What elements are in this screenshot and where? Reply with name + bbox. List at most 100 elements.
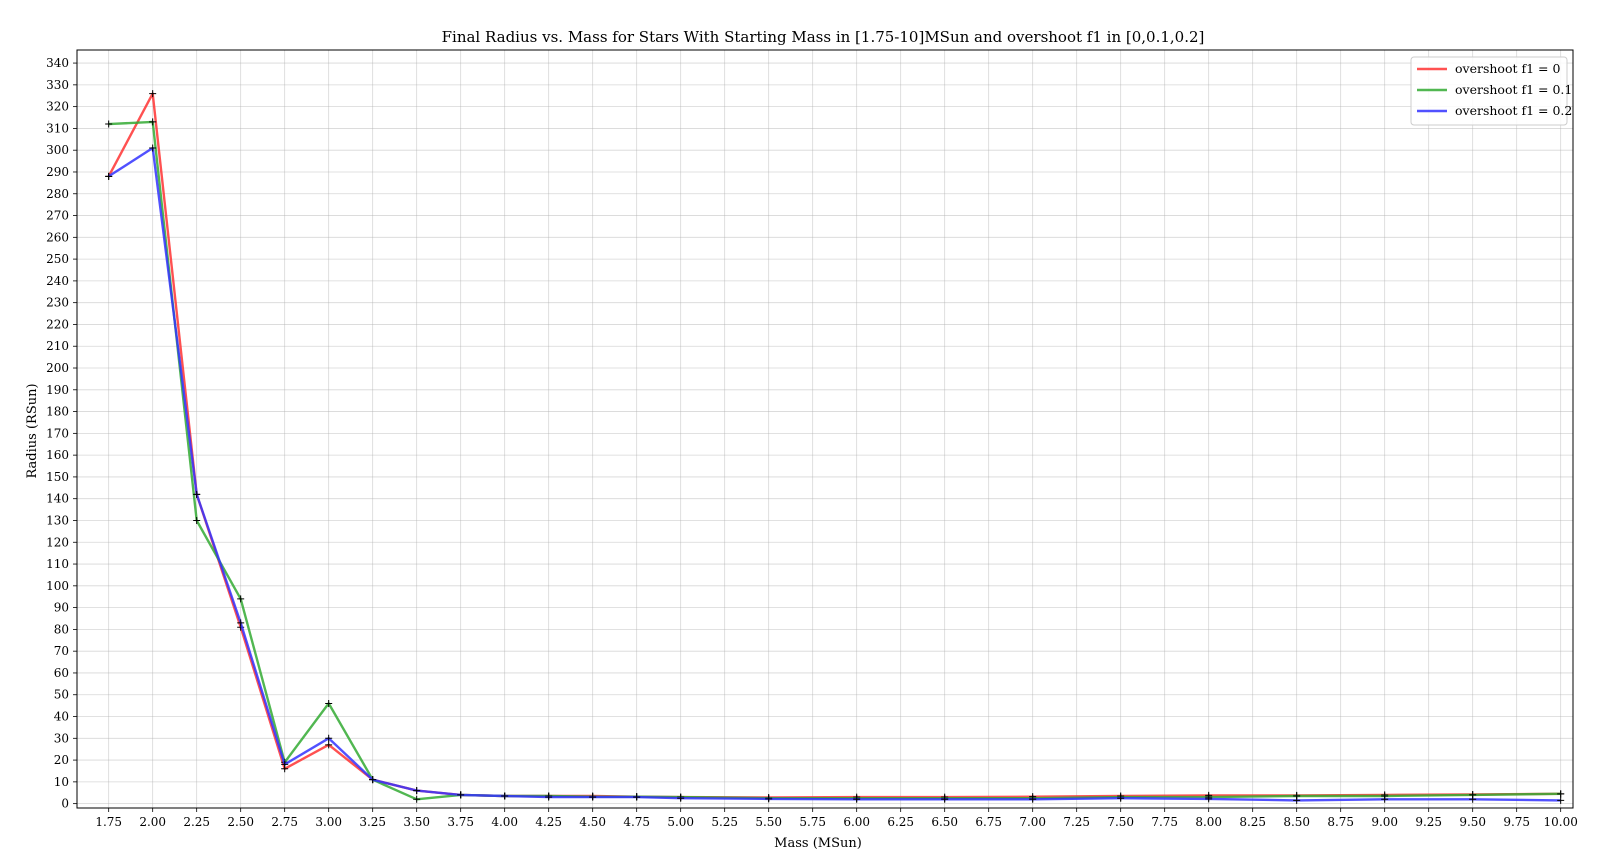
legend-label: overshoot f1 = 0.1 [1455,82,1572,97]
x-tick-label: 5.25 [711,815,738,829]
x-tick-label: 6.00 [843,815,870,829]
y-tick-label: 180 [46,405,69,419]
y-tick-label: 330 [46,78,69,92]
data-point-marker [413,787,421,795]
y-tick-label: 280 [46,187,69,201]
y-tick-label: 310 [46,121,69,135]
data-point-marker [237,595,245,603]
y-tick-label: 230 [46,296,69,310]
x-tick-label: 5.75 [799,815,826,829]
x-tick-label: 1.75 [95,815,122,829]
data-point-marker [149,90,157,98]
y-tick-label: 80 [54,622,69,636]
axis-ticks: 1.75 2.00 2.25 2.50 2.75 3.00 3.25 3.50 3.75 4.00… [46,56,1578,829]
y-tick-label: 50 [54,688,69,702]
data-point-marker [413,795,421,803]
y-tick-label: 320 [46,100,69,114]
data-point-marker [677,794,685,802]
data-point-marker [1205,795,1213,803]
x-tick-label: 7.50 [1107,815,1134,829]
data-point-marker [545,793,553,801]
y-tick-label: 120 [46,535,69,549]
x-tick-label: 3.25 [359,815,386,829]
data-point-marker [501,792,509,800]
y-tick-label: 240 [46,274,69,288]
x-tick-label: 9.00 [1371,815,1398,829]
x-tick-label: 9.50 [1459,815,1486,829]
data-point-marker [325,734,333,742]
x-tick-label: 7.00 [1019,815,1046,829]
y-axis-label: Radius (RSun) [25,383,40,478]
data-point-marker [853,795,861,803]
x-tick-label: 8.75 [1327,815,1354,829]
x-tick-label: 2.50 [227,815,254,829]
data-point-marker [941,795,949,803]
y-tick-label: 190 [46,383,69,397]
x-tick-label: 3.50 [403,815,430,829]
series-line [108,120,1561,801]
y-tick-label: 40 [54,710,69,724]
x-tick-label: 6.25 [887,815,914,829]
x-tick-label: 9.75 [1503,815,1530,829]
series-2 [105,144,1565,804]
series-line [108,146,1561,802]
y-tick-label: 140 [46,492,69,506]
x-tick-label: 2.75 [271,815,298,829]
data-point-marker [765,795,773,803]
x-axis-label: Mass (MSun) [774,836,862,851]
data-point-marker [1381,795,1389,803]
y-tick-label: 100 [46,579,69,593]
y-tick-label: 130 [46,513,69,527]
y-tick-label: 0 [61,797,69,811]
data-point-marker [1557,796,1565,804]
y-tick-label: 160 [46,448,69,462]
x-tick-label: 7.25 [1063,815,1090,829]
legend-label: overshoot f1 = 0 [1455,61,1560,76]
data-point-marker [457,791,465,799]
legend-label: overshoot f1 = 0.2 [1455,103,1572,118]
y-tick-label: 70 [54,644,69,658]
y-tick-label: 220 [46,317,69,331]
y-tick-label: 300 [46,143,69,157]
legend: overshoot f1 = 0 overshoot f1 = 0.1 oversh… [1410,56,1572,126]
x-tick-label: 8.00 [1195,815,1222,829]
x-tick-label: 2.25 [183,815,210,829]
x-tick-label: 4.25 [535,815,562,829]
y-tick-label: 200 [46,361,69,375]
x-tick-label: 6.50 [931,815,958,829]
x-tick-label: 8.25 [1239,815,1266,829]
y-tick-label: 340 [46,56,69,70]
y-tick-label: 260 [46,230,69,244]
data-point-marker [325,699,333,707]
series-line [107,92,1561,799]
data-point-marker [325,741,333,749]
x-tick-label: 5.50 [755,815,782,829]
y-tick-label: 210 [46,339,69,353]
x-tick-label: 10.00 [1544,815,1578,829]
x-tick-label: 6.75 [975,815,1002,829]
data-point-marker [105,172,113,180]
series-1 [105,118,1565,803]
grid [77,50,1573,808]
data-point-marker [1469,795,1477,803]
y-tick-label: 60 [54,666,69,680]
x-tick-label: 3.75 [447,815,474,829]
data-point-marker [1029,795,1037,803]
x-tick-label: 2.00 [139,815,166,829]
x-tick-label: 3.00 [315,815,342,829]
chart-title: Final Radius vs. Mass for Stars With Sta… [442,28,1205,46]
data-point-marker [1117,794,1125,802]
data-point-marker [633,793,641,801]
data-point-marker [105,120,113,128]
series-layer [105,90,1565,804]
data-point-marker [193,516,201,524]
y-tick-label: 170 [46,426,69,440]
y-tick-label: 150 [46,470,69,484]
y-tick-label: 290 [46,165,69,179]
y-tick-label: 20 [54,753,69,767]
x-tick-label: 7.75 [1151,815,1178,829]
legend-box [1410,56,1568,126]
x-tick-label: 8.50 [1283,815,1310,829]
data-point-marker [589,793,597,801]
y-tick-label: 90 [54,601,69,615]
